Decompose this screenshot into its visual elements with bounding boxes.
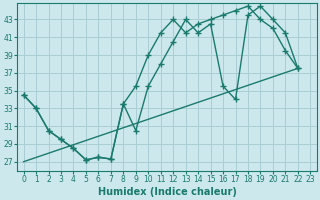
X-axis label: Humidex (Indice chaleur): Humidex (Indice chaleur) bbox=[98, 187, 236, 197]
